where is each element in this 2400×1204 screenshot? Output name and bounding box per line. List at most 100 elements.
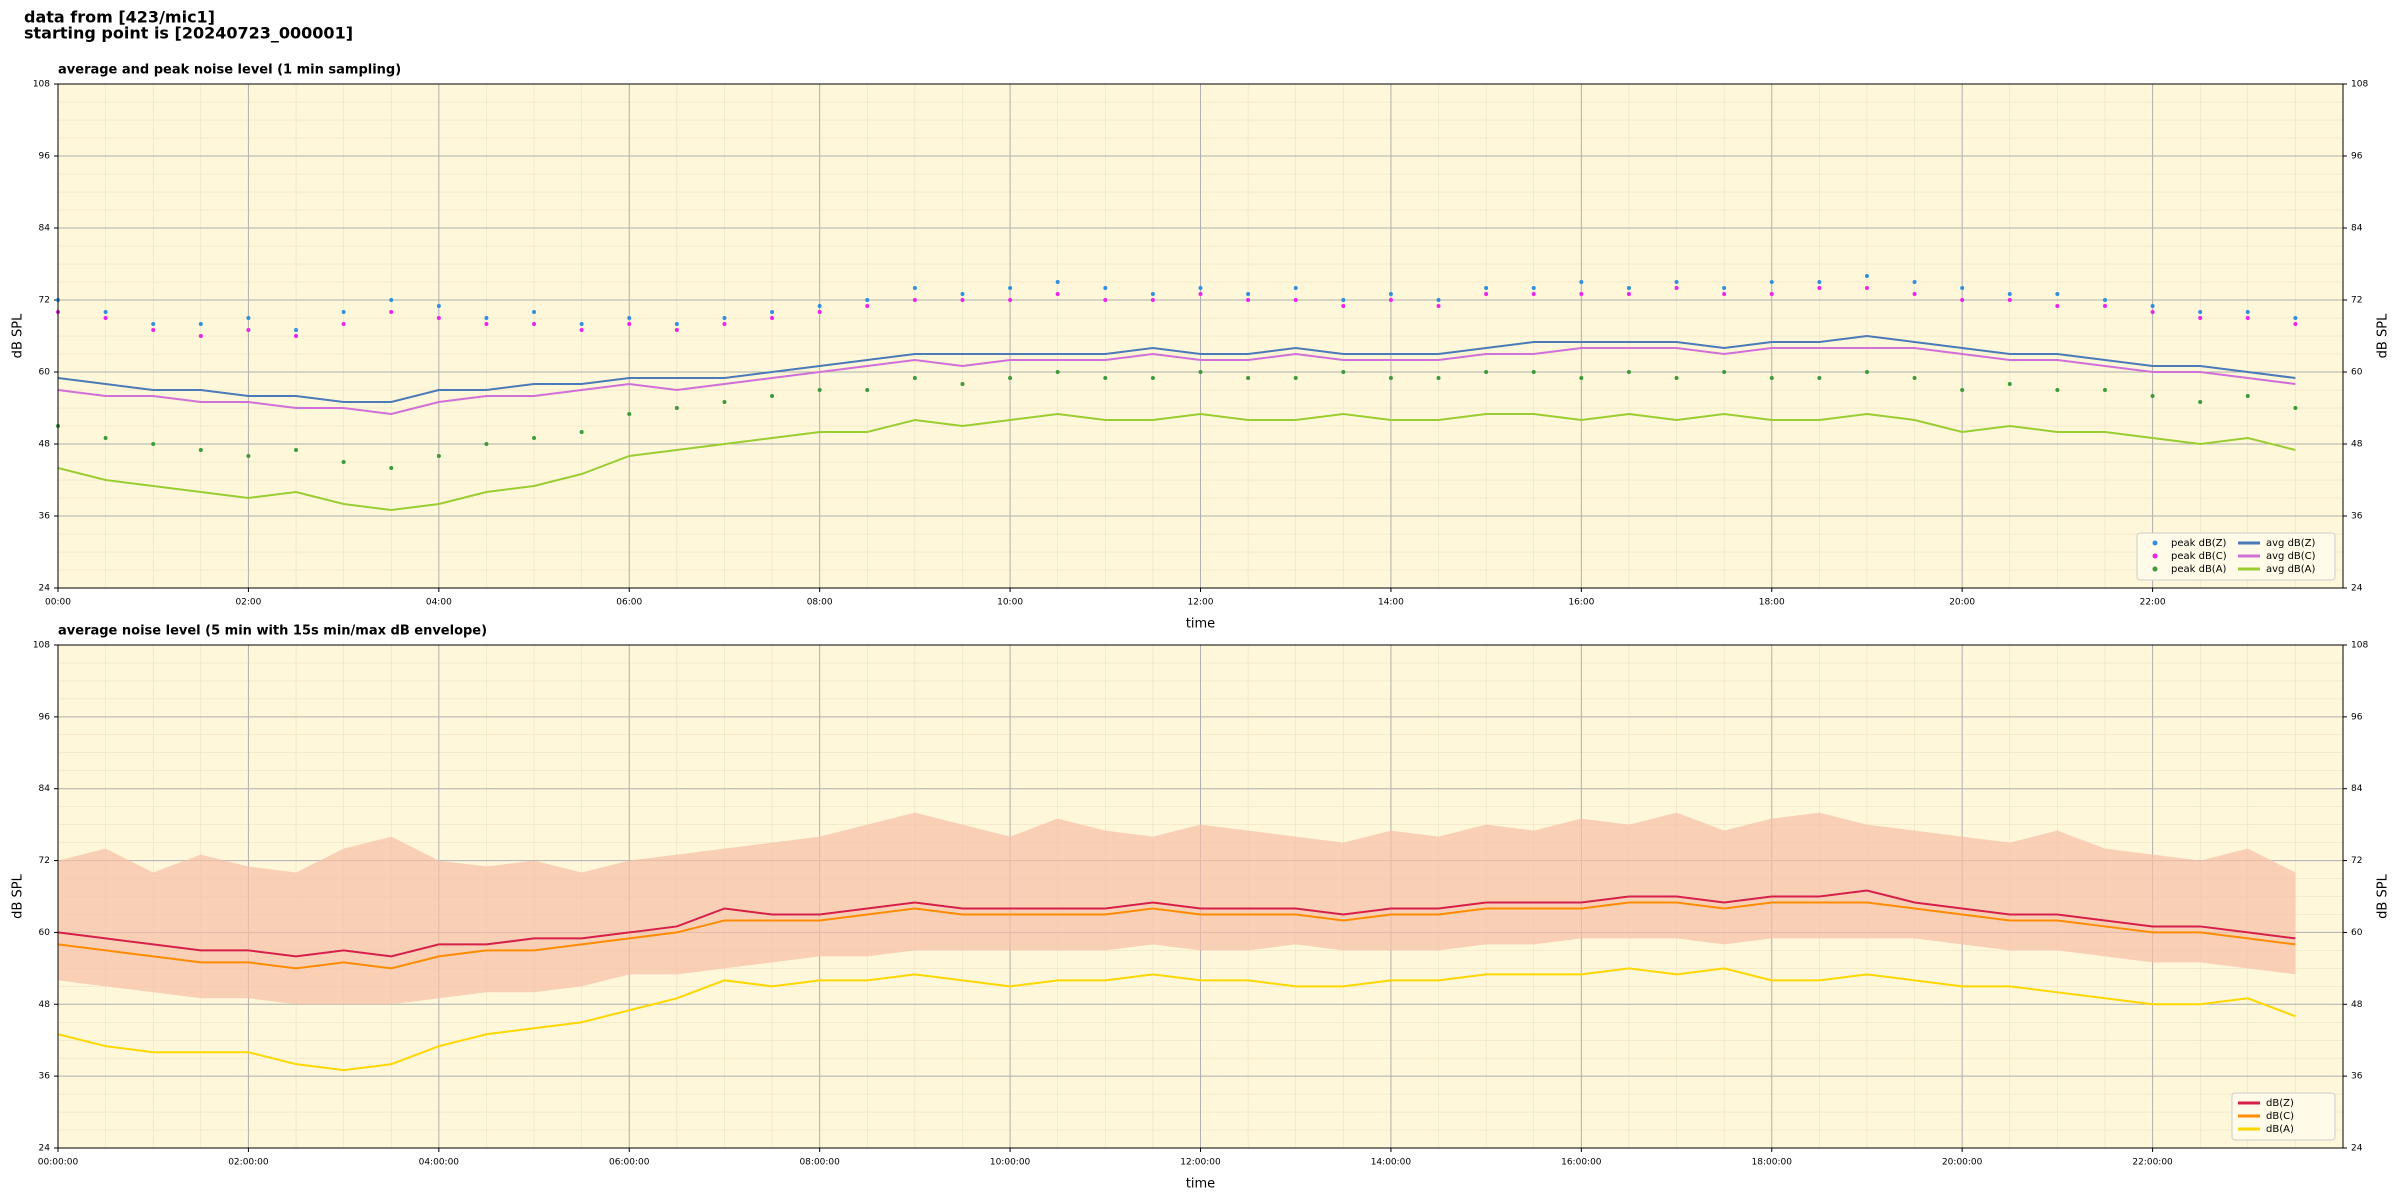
peak-point	[2293, 406, 2298, 410]
peak-point	[246, 328, 251, 332]
y-tick-label: 72	[39, 856, 50, 866]
y-tick-label: 24	[2351, 584, 2363, 594]
peak-point	[1341, 304, 1346, 308]
y-tick-label: 36	[2351, 1072, 2363, 1082]
peak-point	[1626, 292, 1631, 296]
x-tick-label: 02:00	[235, 598, 261, 608]
peak-point	[1293, 376, 1298, 380]
peak-point	[2150, 304, 2155, 308]
peak-point	[1960, 298, 1965, 302]
peak-point	[865, 298, 870, 302]
peak-point	[436, 304, 441, 308]
peak-point	[2007, 292, 2012, 296]
plot-frame	[57, 644, 2344, 1149]
peak-point	[2150, 310, 2155, 314]
peak-point	[198, 448, 203, 452]
peak-point	[1150, 292, 1155, 296]
peak-point	[1103, 286, 1108, 290]
peak-point	[1055, 292, 1060, 296]
legend-label: dB(A)	[2266, 1124, 2294, 1135]
peak-point	[341, 460, 346, 464]
peak-point	[2293, 316, 2298, 320]
peak-point	[389, 310, 394, 314]
peak-point	[1484, 292, 1489, 296]
y-tick-label: 72	[2351, 296, 2362, 306]
y-tick-label: 84	[2351, 784, 2363, 794]
peak-point	[2245, 316, 2250, 320]
peak-point	[389, 298, 394, 302]
y-tick-label: 96	[39, 152, 51, 162]
x-tick-label: 14:00:00	[1371, 1158, 1412, 1168]
x-tick-label: 10:00:00	[990, 1158, 1031, 1168]
legend-label: avg dB(C)	[2266, 551, 2316, 562]
y-tick-label: 36	[39, 512, 51, 522]
peak-point	[1436, 376, 1441, 380]
legend-label: dB(C)	[2266, 1111, 2294, 1122]
peak-point	[2198, 310, 2203, 314]
peak-point	[1150, 376, 1155, 380]
peak-point	[532, 322, 537, 326]
peak-point	[532, 310, 537, 314]
y-tick-label: 36	[2351, 512, 2363, 522]
peak-point	[1388, 376, 1393, 380]
x-tick-label: 04:00	[426, 598, 452, 608]
y-tick-label: 84	[2351, 224, 2363, 234]
peak-point	[341, 310, 346, 314]
y-tick-label: 60	[2351, 368, 2363, 378]
x-tick-label: 12:00:00	[1180, 1158, 1221, 1168]
series-line	[57, 967, 2296, 1072]
x-tick-label: 20:00:00	[1942, 1158, 1983, 1168]
peak-point	[912, 376, 917, 380]
series-line	[57, 901, 2296, 970]
x-tick-label: 16:00:00	[1561, 1158, 1602, 1168]
peak-point	[1293, 286, 1298, 290]
legend-label: avg dB(Z)	[2266, 538, 2316, 549]
peak-point	[484, 322, 489, 326]
peak-point	[1722, 286, 1727, 290]
panel-title: average and peak noise level (1 min samp…	[58, 63, 401, 78]
peak-point	[532, 436, 537, 440]
peak-point	[484, 442, 489, 446]
peak-point	[770, 310, 775, 314]
peak-point	[1722, 370, 1727, 374]
peak-point	[1055, 370, 1060, 374]
x-tick-label: 10:00	[997, 598, 1023, 608]
peak-point	[2102, 304, 2107, 308]
peak-point	[2007, 298, 2012, 302]
x-tick-label: 04:00:00	[419, 1158, 460, 1168]
peak-point	[1150, 298, 1155, 302]
y-tick-label: 96	[39, 712, 51, 722]
peak-point	[151, 328, 156, 332]
y-axis-label: dB SPL	[11, 873, 26, 918]
y-tick-label: 84	[39, 224, 51, 234]
y-tick-label: 48	[2351, 1000, 2363, 1010]
legend-box	[2136, 532, 2336, 581]
peak-point	[1579, 280, 1584, 284]
peak-point	[1436, 304, 1441, 308]
peak-point	[1436, 298, 1441, 302]
peak-point	[1769, 280, 1774, 284]
x-tick-label: 00:00:00	[38, 1158, 79, 1168]
series-line	[57, 334, 2296, 403]
peak-point	[2055, 304, 2060, 308]
y-tick-label: 24	[2351, 1144, 2363, 1154]
peak-point	[1817, 280, 1822, 284]
peak-point	[1674, 286, 1679, 290]
y-tick-label: 72	[2351, 856, 2362, 866]
peak-point	[1008, 376, 1013, 380]
peak-point	[627, 316, 632, 320]
peak-point	[389, 466, 394, 470]
peak-point	[1484, 370, 1489, 374]
legend-label: peak dB(Z)	[2171, 538, 2227, 549]
peak-point	[1960, 286, 1965, 290]
y-tick-label: 48	[39, 440, 51, 450]
peak-point	[1674, 280, 1679, 284]
y-tick-label: 108	[2351, 80, 2368, 90]
peak-point	[865, 304, 870, 308]
peak-point	[1960, 388, 1965, 392]
peak-point	[674, 406, 679, 410]
peak-point	[960, 292, 965, 296]
x-axis-label: time	[1186, 617, 1215, 632]
peak-point	[627, 412, 632, 416]
